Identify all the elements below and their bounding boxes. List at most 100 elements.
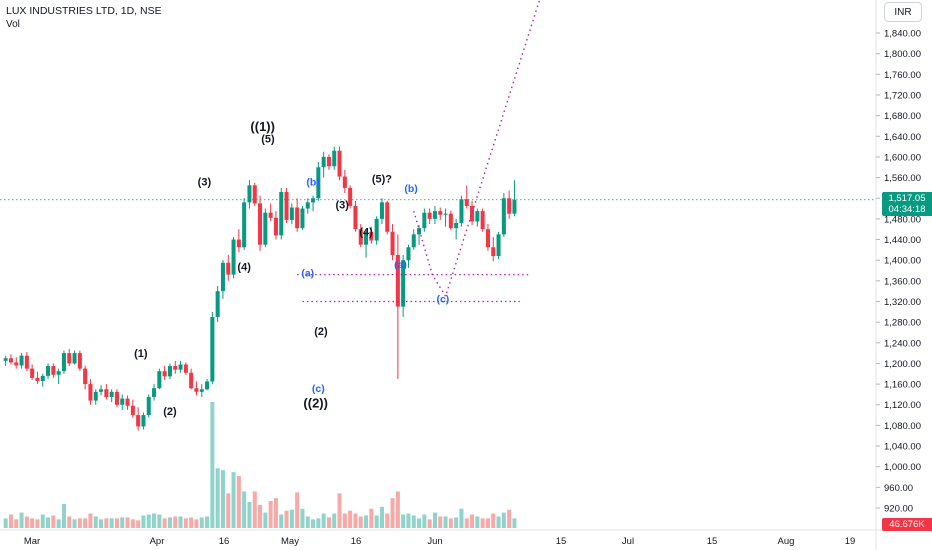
candle-body: [183, 364, 188, 373]
candle-body: [512, 199, 517, 214]
candle-body: [470, 205, 475, 222]
volume-bar: [395, 491, 400, 528]
volume-bar: [332, 513, 337, 528]
corrective-wave-label: (b): [306, 176, 319, 188]
volume-bar: [448, 518, 453, 528]
candle-body: [353, 205, 358, 230]
y-tick-label: 1,280.00: [884, 318, 921, 329]
symbol-title[interactable]: LUX INDUSTRIES LTD, 1D, NSE: [6, 5, 162, 17]
elliott-wave-label: (3): [198, 176, 212, 188]
volume-bar: [459, 508, 464, 528]
volume-bar: [120, 517, 125, 528]
candle-body: [146, 396, 151, 416]
elliott-wave-label: (5)?: [372, 174, 392, 186]
candle-body: [61, 353, 66, 372]
volume-bar: [337, 493, 342, 528]
volume-bar: [390, 498, 395, 528]
volume-bar: [289, 509, 294, 528]
candle-body: [364, 231, 369, 245]
elliott-wave-label: (4): [237, 262, 251, 274]
candle-body: [268, 212, 273, 218]
candle-body: [459, 199, 464, 223]
candle-body: [236, 239, 241, 248]
volume-bar: [99, 519, 104, 528]
volume-bar: [279, 514, 284, 528]
candle-body: [342, 176, 347, 188]
candle-body: [210, 316, 215, 382]
y-tick-label: 1,000.00: [884, 462, 921, 473]
x-tick-label: 16: [351, 536, 362, 547]
candle-body: [289, 207, 294, 220]
volume-bar: [401, 514, 406, 528]
volume-bar: [72, 519, 77, 528]
x-tick-label: Jul: [622, 536, 634, 547]
candle-body: [348, 187, 353, 206]
candle-body: [24, 355, 29, 369]
volume-bar: [167, 517, 172, 528]
x-tick-label: Aug: [778, 536, 795, 547]
corrective-wave-label: (c): [436, 294, 449, 306]
volume-bar: [422, 514, 427, 528]
bar-countdown: 04:34:18: [888, 203, 926, 215]
volume-bar: [109, 518, 114, 528]
y-tick-label: 1,240.00: [884, 338, 921, 349]
x-tick-label: 15: [556, 536, 567, 547]
volume-bar: [14, 519, 19, 528]
volume-bar: [178, 516, 183, 528]
volume-bar: [480, 518, 485, 528]
volume-bar: [215, 468, 220, 528]
candle-body: [220, 262, 225, 292]
volume-bar: [61, 503, 66, 528]
candle-body: [173, 366, 178, 370]
y-tick-label: 1,680.00: [884, 111, 921, 122]
y-tick-label: 1,800.00: [884, 49, 921, 60]
candle-body: [411, 234, 416, 248]
candle-body: [247, 185, 252, 203]
candle-body: [321, 156, 326, 168]
y-tick-label: 1,360.00: [884, 276, 921, 287]
candle-body: [369, 231, 374, 241]
volume-bar: [358, 516, 363, 528]
volume-bar: [507, 509, 512, 528]
candle-body: [114, 391, 119, 405]
candle-body: [279, 192, 284, 236]
volume-bar: [189, 517, 194, 528]
candle-body: [125, 398, 130, 406]
candle-body: [51, 366, 56, 375]
currency-button[interactable]: INR: [884, 2, 922, 22]
y-tick-label: 1,840.00: [884, 29, 921, 40]
volume-bar: [432, 512, 437, 528]
candle-body: [406, 247, 411, 261]
candle-body: [252, 185, 257, 204]
volume-bar: [454, 517, 459, 528]
volume-bar: [46, 517, 51, 528]
candle-body: [507, 198, 512, 214]
volume-bar: [512, 518, 517, 528]
corrective-wave-label: (c): [312, 383, 325, 395]
volume-bar: [475, 516, 480, 528]
volume-bar: [342, 513, 347, 528]
y-tick-label: 1,480.00: [884, 214, 921, 225]
candle-body: [109, 391, 114, 397]
candle-body: [258, 203, 263, 245]
candle-body: [104, 389, 109, 397]
y-tick-label: 1,320.00: [884, 297, 921, 308]
candle-body: [273, 217, 278, 236]
y-tick-label: 1,760.00: [884, 70, 921, 81]
y-tick-label: 1,560.00: [884, 173, 921, 184]
volume-bar: [326, 517, 331, 528]
candle-body: [46, 366, 51, 376]
candle-body: [374, 218, 379, 241]
candle-body: [295, 207, 300, 229]
volume-bar: [141, 515, 146, 528]
candle-body: [35, 377, 40, 381]
volume-bar: [88, 513, 93, 528]
volume-bar: [24, 516, 29, 528]
y-tick-label: 1,720.00: [884, 90, 921, 101]
volume-indicator-label[interactable]: Vol: [6, 19, 20, 30]
candle-body: [475, 211, 480, 222]
x-tick-label: Apr: [150, 536, 165, 547]
candle-body: [194, 388, 199, 392]
volume-bar: [67, 516, 72, 528]
